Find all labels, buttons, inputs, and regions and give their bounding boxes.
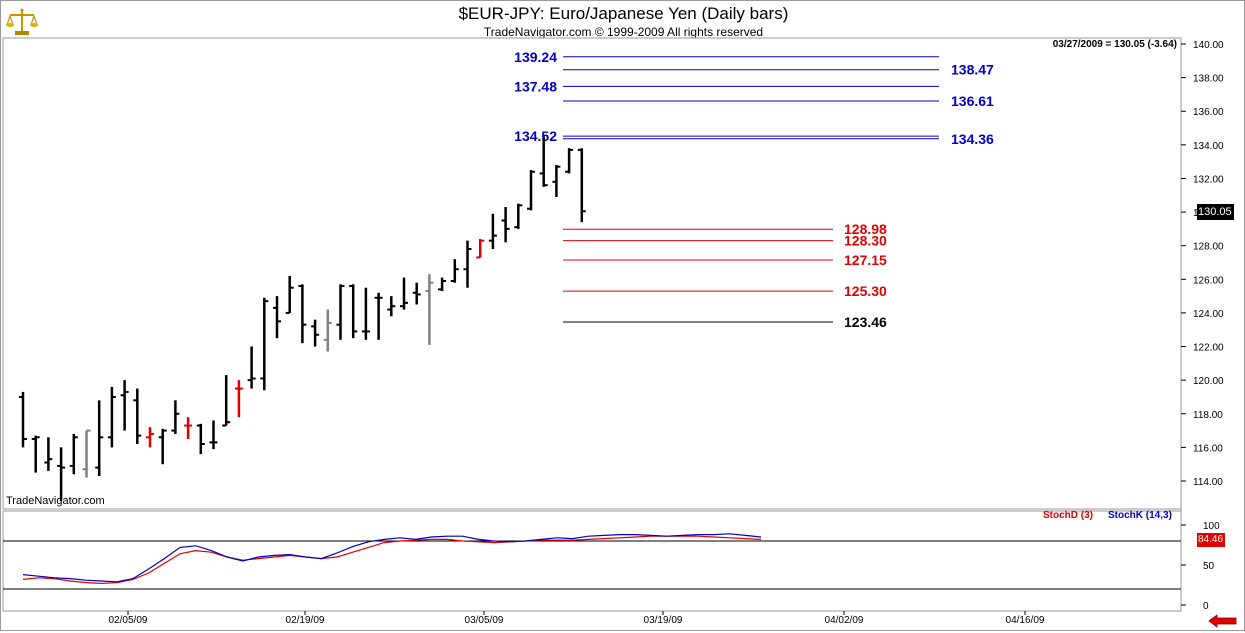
stochk-legend: StochK (14,3) [1108, 510, 1172, 521]
fib-level-label: 136.61 [951, 93, 994, 109]
stochk-line [22, 533, 762, 583]
price-tick-label: 134.00 [1193, 141, 1224, 152]
left-arrow-icon[interactable] [1208, 614, 1238, 628]
date-tick-label: 04/16/09 [1006, 615, 1045, 626]
price-panel-frame [2, 37, 1182, 510]
fib-level-label: 123.46 [844, 314, 887, 330]
fib-level-label: 128.98 [844, 221, 887, 237]
price-tick-label: 122.00 [1193, 343, 1224, 354]
stochd-legend: StochD (3) [1043, 510, 1093, 521]
chart-subtitle: TradeNavigator.com © 1999-2009 All right… [483, 25, 764, 39]
fib-level-label: 134.36 [951, 131, 994, 147]
fib-level-label: 127.15 [844, 252, 887, 268]
stoch-tick-label: 0 [1203, 601, 1209, 612]
price-tick-label: 136.00 [1193, 107, 1224, 118]
last-quote: 03/27/2009 = 130.05 (-3.64) [1052, 39, 1177, 50]
date-tick-label: 03/05/09 [465, 615, 504, 626]
price-tick-label: 120.00 [1193, 376, 1224, 387]
fib-level-label: 128.30 [844, 233, 887, 249]
stoch-tick-label: 50 [1203, 561, 1215, 572]
fib-level-label: 134.52 [514, 128, 557, 144]
stoch-panel-frame [2, 510, 1182, 612]
price-tick-label: 114.00 [1193, 477, 1223, 488]
price-tick-label: 116.00 [1193, 443, 1223, 454]
date-tick-label: 02/19/09 [286, 615, 325, 626]
stoch-last-tag: 84.46 [1197, 533, 1225, 547]
fib-level-label: 125.30 [844, 283, 887, 299]
chart-title: $EUR-JPY: Euro/Japanese Yen (Daily bars) [458, 4, 789, 23]
fib-level-label: 137.48 [514, 78, 557, 94]
price-tick-label: 132.00 [1193, 174, 1224, 185]
price-tick-label: 140.00 [1193, 40, 1224, 51]
stoch-tick-label: 100 [1203, 521, 1220, 532]
date-tick-label: 04/02/09 [825, 615, 864, 626]
date-tick-label: 02/05/09 [109, 615, 148, 626]
price-tick-label: 138.00 [1193, 74, 1224, 85]
price-tick-label: 128.00 [1193, 242, 1224, 253]
price-tick-label: 126.00 [1193, 275, 1224, 286]
price-tick-label: 118.00 [1193, 410, 1223, 421]
date-tick-label: 03/19/09 [644, 615, 683, 626]
stochd-line [22, 535, 762, 585]
fib-level-label: 138.47 [951, 62, 994, 78]
stochk-legend-label: StochK (14,3) [1108, 510, 1172, 521]
stochd-legend-label: StochD (3) [1043, 510, 1093, 521]
last-price-tag: 130.05 [1197, 204, 1234, 220]
balance-scale-icon [5, 5, 39, 39]
fib-level-label: 139.24 [514, 49, 557, 65]
price-tick-label: 124.00 [1193, 309, 1224, 320]
watermark: TradeNavigator.com [6, 495, 105, 507]
